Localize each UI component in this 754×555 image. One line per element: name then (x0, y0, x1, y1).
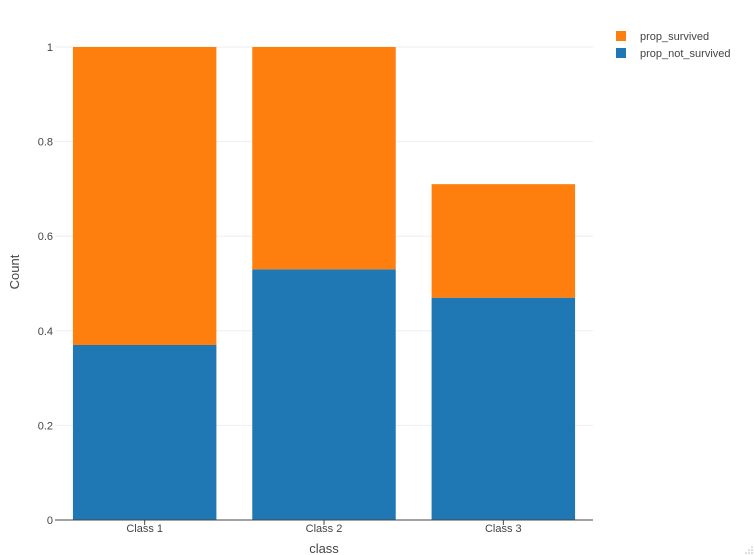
x-tick-labels: Class 1 Class 2 Class 3 (126, 520, 522, 535)
legend[interactable]: prop_survived prop_not_survived (616, 31, 731, 60)
y-tick-label: 0.4 (38, 326, 53, 338)
bar-prop_not_survived-2[interactable] (252, 269, 396, 520)
y-tick-label: 1 (47, 42, 53, 54)
legend-label: prop_not_survived (640, 48, 731, 60)
legend-label: prop_survived (640, 31, 709, 43)
legend-item-prop_survived[interactable]: prop_survived (616, 31, 709, 43)
y-tick-label: 0.8 (38, 137, 53, 149)
legend-item-prop_not_survived[interactable]: prop_not_survived (616, 48, 731, 60)
x-tick-label: Class 2 (306, 523, 343, 535)
y-tick-label: 0.2 (38, 420, 53, 432)
legend-swatch (616, 48, 626, 58)
y-tick-label: 0 (47, 515, 53, 527)
bar-prop_survived-1[interactable] (72, 47, 217, 345)
x-tick-label: Class 1 (126, 523, 163, 535)
bar-prop_survived-2[interactable] (252, 47, 396, 270)
bar-prop_survived-3[interactable] (431, 184, 576, 298)
y-tick-labels: 0 0.2 0.4 0.6 0.8 1 (38, 42, 53, 527)
bar-prop_not_survived-3[interactable] (431, 297, 576, 520)
bars (72, 47, 576, 520)
x-tick-label: Class 3 (485, 523, 522, 535)
x-axis-title: class (309, 541, 339, 555)
bar-prop_not_survived-1[interactable] (72, 344, 217, 520)
resize-grip-icon[interactable] (745, 546, 753, 554)
legend-swatch (616, 31, 626, 41)
y-tick-label: 0.6 (38, 231, 53, 243)
y-axis-title: Count (7, 254, 22, 289)
